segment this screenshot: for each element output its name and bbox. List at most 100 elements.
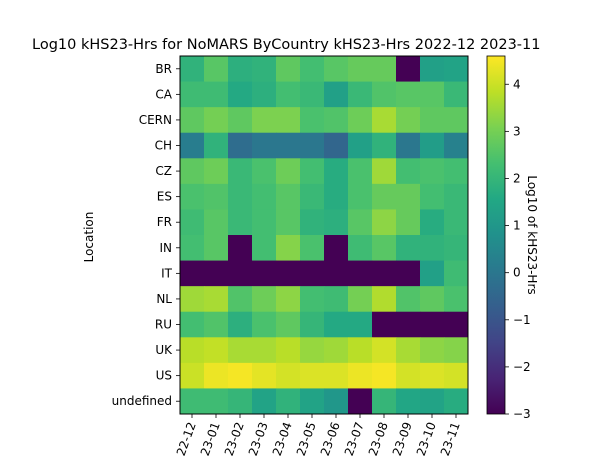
heatmap-cell [444,260,469,287]
heatmap-cell [276,388,301,415]
plot-frame [179,55,469,415]
heatmap-cell [444,107,469,134]
heatmap-cell [396,362,421,389]
heatmap-cell [276,260,301,287]
heatmap-cell [204,235,229,261]
heatmap-cell [300,388,325,415]
colorbar-tick-label: −1 [513,313,531,327]
heatmap-cell [204,337,229,364]
heatmap-cell [276,235,301,261]
heatmap-cell [372,56,397,82]
heatmap-cell [420,260,445,287]
heatmap-cell [204,132,229,159]
heatmap-cell [228,158,253,185]
heatmap-cell [324,311,349,338]
heatmap-cell [228,260,253,287]
heatmap-cell [300,235,325,261]
heatmap-cell [204,209,229,236]
y-tick-label: RU [155,318,172,332]
heatmap-cell [300,107,325,134]
heatmap-cell [444,158,469,185]
heatmap-cell [276,286,301,313]
heatmap-cell [420,56,445,82]
y-tick-label: UK [155,343,173,357]
heatmap-cell [252,132,277,159]
heatmap-cell [348,132,373,159]
heatmap-cell [180,56,205,82]
y-tick-label: FR [157,215,172,229]
heatmap-cell [444,235,469,261]
heatmap-cell [444,362,469,389]
heatmap-cell [300,158,325,185]
y-tick-label: CH [155,139,172,153]
heatmap-cell [300,260,325,287]
heatmap-cell [204,81,229,108]
y-axis-label: Location [82,212,96,263]
x-tick-label: 22-12 [174,420,199,458]
heatmap-cell [300,56,325,82]
heatmap-cell [276,56,301,82]
heatmap-cell [180,337,205,364]
y-tick-label: ES [157,190,172,204]
heatmap-cell [444,183,469,210]
heatmap-cell [372,158,397,185]
heatmap-cell [300,362,325,389]
heatmap-cell [372,286,397,313]
heatmap-cell [228,56,253,82]
heatmap-cell [324,286,349,313]
heatmap-cell [180,209,205,236]
heatmap-cell [276,183,301,210]
heatmap-cell [180,388,205,415]
heatmap-cell [276,311,301,338]
heatmap-cell [252,388,277,415]
heatmap-cell [396,209,421,236]
heatmap-cell [180,286,205,313]
x-tick-label: 23-09 [390,420,415,458]
heatmap-cell [324,81,349,108]
colorbar-axis: −3 −2 −1 0 1 2 3 4 [505,77,531,421]
heatmap-cell [372,362,397,389]
heatmap-cell [372,81,397,108]
y-tick-label: NL [156,292,172,306]
heatmap-cell [180,362,205,389]
heatmap-cell [252,56,277,82]
colorbar-tick-label: 1 [513,219,521,233]
heatmap-cell [252,81,277,108]
heatmap-cell [420,311,445,338]
heatmap-cell [372,209,397,236]
y-tick-label: undefined [112,394,172,408]
heatmap-cell [252,286,277,313]
heatmap-cell [252,260,277,287]
heatmap-cell [228,311,253,338]
x-tick-label: 23-02 [222,420,247,458]
heatmap-cell [276,81,301,108]
y-tick-label: IN [159,241,172,255]
heatmap-cell [420,81,445,108]
heatmap-cell [204,183,229,210]
heatmap-cell [420,388,445,415]
heatmap-cell [228,362,253,389]
heatmap-cell [324,107,349,134]
heatmap-cell [324,260,349,287]
heatmap-cell [348,311,373,338]
heatmap-cell [180,235,205,261]
chart-title: Log10 kHS23-Hrs for NoMARS ByCountry kHS… [32,37,541,53]
heatmap-cell [444,56,469,82]
colorbar-tick-label: 3 [513,124,521,138]
x-tick-label: 23-01 [198,420,223,458]
heatmap-cell [348,235,373,261]
heatmap-cell [180,132,205,159]
heatmap-cell [228,388,253,415]
heatmap-cell [300,81,325,108]
y-axis: BR CA CERN CH CZ ES FR IN IT NL RU UK US undefined [112,62,180,408]
heatmap-cell [444,286,469,313]
heatmap-cell [372,183,397,210]
heatmap-cell [324,209,349,236]
heatmap-cell [396,337,421,364]
heatmap-cell [180,260,205,287]
heatmap-cell [348,107,373,134]
heatmap-cell [252,209,277,236]
colorbar-tick-label: 0 [513,266,521,280]
heatmap-cell [444,388,469,415]
heatmap-cell [204,286,229,313]
